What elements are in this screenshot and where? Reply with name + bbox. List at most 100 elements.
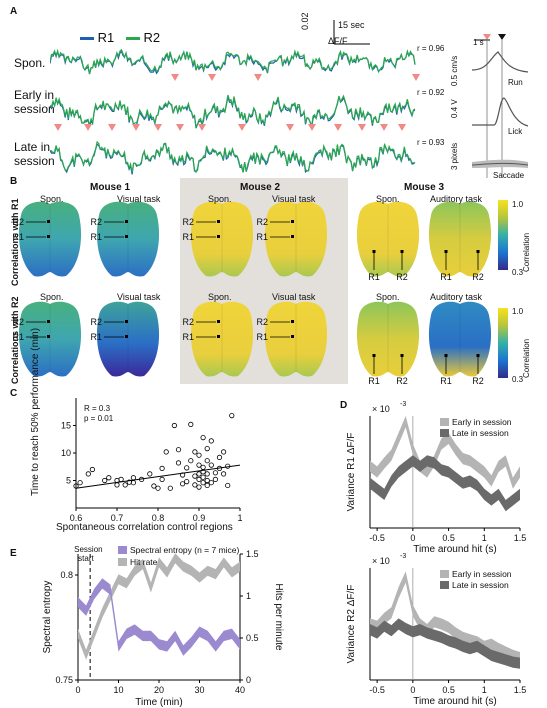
roi-dot-m3-r1-2 [372, 354, 376, 357]
brain-r2-m1-visual [96, 301, 160, 377]
e-legend-entropy-swatch [118, 546, 127, 554]
e-session-start-label-2: start [78, 554, 94, 563]
marker-early-1 [54, 124, 62, 131]
marker-early-14 [398, 124, 406, 131]
scale-dff-unit: ΔF/F [328, 36, 348, 46]
e-ytick-left-label-1: 0.8 [60, 570, 73, 580]
d1-xtick-label-1: 0 [410, 685, 415, 695]
e-entropy-band [78, 578, 240, 656]
roi-dot-r1-1 [47, 235, 50, 238]
c-point-26 [184, 479, 190, 485]
roi-dot-m3-r2-1 [476, 250, 480, 253]
c-point-56 [221, 449, 227, 455]
c-point-48 [208, 480, 214, 486]
c-point-11 [130, 480, 137, 486]
roi-dot-r2-8 [291, 320, 294, 323]
brain-r2-m2-spon [190, 301, 254, 377]
e-ytick-right-label-0: 0 [246, 675, 251, 685]
legend-r2-label: R2 [143, 30, 161, 45]
roi-dot-m3-r1-3 [444, 354, 448, 357]
legend-r1-swatch [80, 37, 94, 41]
d1-xtick-label-3: 1 [482, 685, 487, 695]
c-point-39 [200, 474, 206, 480]
e-ytick-right-label-2: 1 [246, 591, 251, 601]
colorbar-1 [498, 200, 508, 270]
c-point-17 [159, 476, 165, 483]
colorbar-2-label: Correlation [522, 338, 531, 378]
c-point-57 [225, 482, 231, 489]
panel-e-plot: 0 10 20 30 40 Time (min) 0.75 0.8 0 0.5 1 1.5 Spectr… [42, 545, 284, 708]
panel-c-ylabel-1: Time to reach 50% performance (min) [30, 328, 41, 496]
marker-early-11 [334, 124, 342, 131]
roi-dot-r1-3 [217, 235, 220, 238]
side-saccade-label: Saccade [493, 171, 525, 180]
roi-label-r2-8: R2 [256, 317, 268, 327]
d1-xtick-label-2: 0.5 [442, 685, 455, 695]
brain-r1-m2-visual [264, 201, 328, 277]
c-point-46 [204, 458, 210, 464]
colorbar-2-max: 1.0 [512, 307, 524, 316]
c-point-12 [130, 475, 137, 481]
d0-xtick-label-0: -0.5 [369, 533, 385, 543]
brain-r1-m2-spon [190, 201, 254, 277]
side-reward-marker [498, 34, 506, 40]
roi-label-r1-2: R1 [90, 232, 102, 242]
panel-e-label: E [10, 548, 17, 559]
c-point-6 [114, 482, 120, 488]
roi-label-m3-r1-3: R1 [440, 376, 452, 386]
c-point-31 [192, 473, 198, 479]
e-session-start-label-1: Session [74, 545, 102, 554]
trace-r1-row-2 [50, 96, 415, 129]
c-point-8 [118, 476, 124, 483]
brain-r1-m1-spon [18, 201, 82, 277]
row-label-late-2: session [14, 154, 55, 168]
roi-dot-r1-5 [47, 335, 50, 338]
c-xtick-label-1: 0.7 [111, 513, 124, 523]
c-point-4 [102, 477, 108, 484]
roi-dot-r1-8 [291, 335, 294, 338]
mouse-3-title: Mouse 3 [404, 182, 445, 193]
roi-label-r2-7: R2 [182, 317, 194, 327]
scale-time: 15 sec [338, 20, 365, 30]
roi-dot-r2-4 [291, 220, 294, 223]
c-point-37 [196, 452, 202, 458]
c-point-49 [208, 462, 214, 468]
c-xtick-label-0: 0.6 [70, 513, 83, 523]
d1-xtick-label-0: -0.5 [369, 685, 385, 695]
c-point-24 [180, 481, 186, 487]
e-ylabel-left: Spectral entropy [42, 581, 53, 654]
roi-label-r1-3: R1 [182, 232, 194, 242]
roi-dot-r2-5 [47, 320, 50, 323]
d0-exponent-power: -3 [400, 401, 406, 408]
r-value-late: r = 0.93 [417, 138, 445, 147]
d0-legend-label-1: Late in session [452, 428, 509, 438]
brain-r1-m3-spon [356, 201, 420, 277]
d0-xtick-label-2: 0.5 [442, 533, 455, 543]
scale-dff-value: 0.02 [300, 12, 310, 30]
c-point-3 [89, 466, 96, 473]
marker-early-5 [154, 124, 162, 131]
e-xtick-label-4: 40 [235, 685, 245, 695]
c-point-52 [212, 470, 218, 476]
brain-r1-m3-auditory [428, 201, 492, 277]
e-legend-entropy-label: Spectral entropy (n = 7 mice) [130, 545, 240, 555]
c-point-5 [106, 475, 112, 481]
d1-xtick-label-4: 1.5 [514, 685, 527, 695]
d1-ylabel: Variance R2 ΔF/F [346, 585, 357, 664]
brain-r1-m1-visual [96, 201, 160, 277]
marker-early-3 [108, 124, 116, 131]
marker-early-4 [132, 124, 140, 131]
d0-xlabel: Time around hit (s) [413, 544, 497, 555]
c-point-28 [188, 458, 194, 464]
c-point-36 [196, 462, 202, 468]
d0-legend-label-0: Early in session [452, 417, 512, 427]
e-xtick-label-1: 10 [113, 685, 123, 695]
b-r1-m1-visual: Visual task [117, 194, 161, 204]
b-r2-m3-spon: Spon. [376, 292, 400, 302]
c-xtick-label-2: 0.8 [152, 513, 165, 523]
marker-spon-1 [171, 74, 179, 81]
c-point-55 [221, 471, 227, 477]
d1-exponent-power: -3 [400, 553, 406, 560]
e-ylabel-right: Hits per minute [273, 583, 284, 651]
